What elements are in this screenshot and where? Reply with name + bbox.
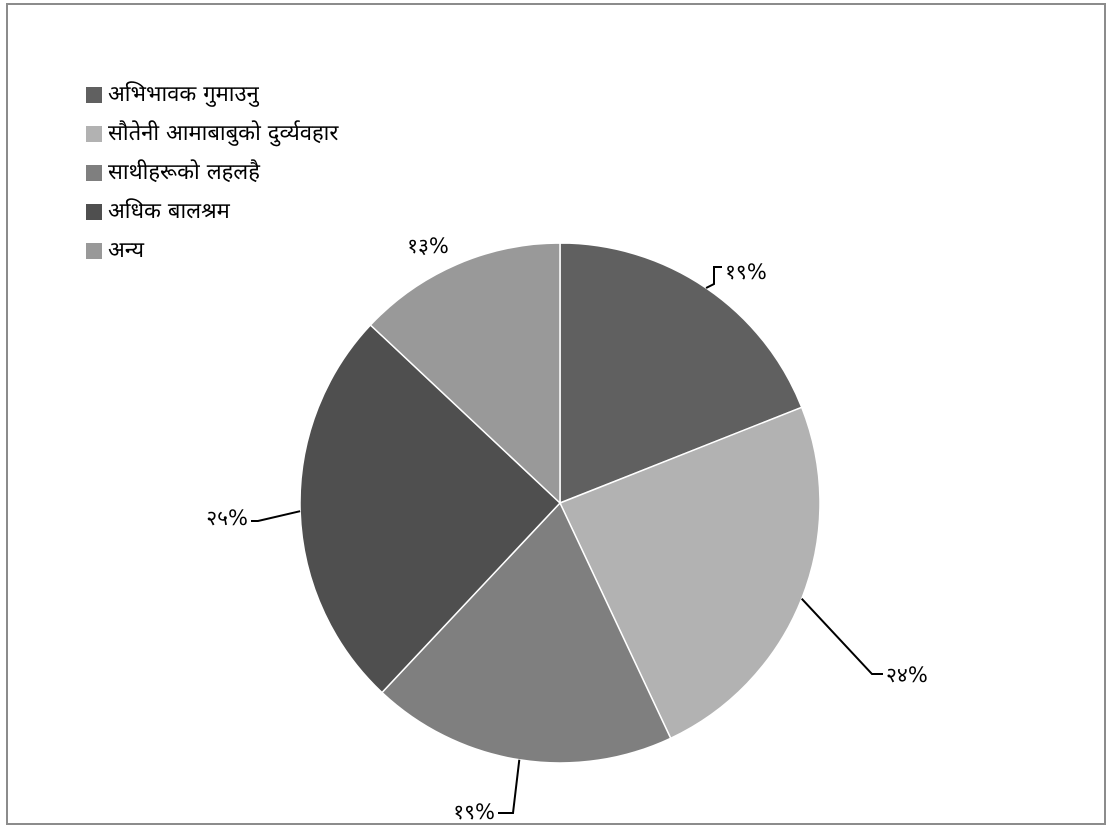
legend-label-3: साथीहरूको लहलहै (108, 159, 260, 185)
legend-label-4: अधिक बालश्रम (108, 198, 231, 224)
leader-line-2 (800, 598, 883, 675)
legend-swatch-2 (86, 126, 102, 142)
legend: अभिभावक गुमाउनु सौतेनी आमाबाबुको दुर्व्यव… (86, 81, 339, 263)
leader-line-3 (498, 759, 521, 814)
leader-line-4 (251, 510, 301, 522)
data-label-2: २४% (886, 663, 928, 687)
legend-swatch-5 (86, 243, 102, 259)
pie-slice-4 (299, 323, 562, 694)
data-labels: १९% २४% १९% २५% १३% (206, 234, 928, 824)
pie-slices (299, 242, 821, 764)
legend-swatch-1 (86, 87, 102, 103)
legend-label-5: अन्य (108, 238, 145, 263)
leader-lines (251, 266, 883, 814)
legend-swatch-3 (86, 165, 102, 181)
data-label-4: २५% (206, 506, 248, 530)
data-label-1: १९% (725, 260, 767, 284)
pie-slice-5 (369, 242, 561, 505)
legend-label-1: अभिभावक गुमाउनु (108, 81, 260, 107)
pie-slice-3 (380, 501, 672, 764)
pie-chart: अभिभावक गुमाउनु सौतेनी आमाबाबुको दुर्व्यव… (86, 81, 928, 824)
data-label-3: १९% (453, 800, 495, 824)
chart-frame: अभिभावक गुमाउनु सौतेनी आमाबाबुको दुर्व्यव… (6, 3, 1106, 825)
legend-label-2: सौतेनी आमाबाबुको दुर्व्यवहार (108, 120, 339, 147)
leader-line-1 (705, 266, 722, 289)
legend-swatch-4 (86, 204, 102, 220)
data-label-5: १३% (407, 234, 449, 258)
